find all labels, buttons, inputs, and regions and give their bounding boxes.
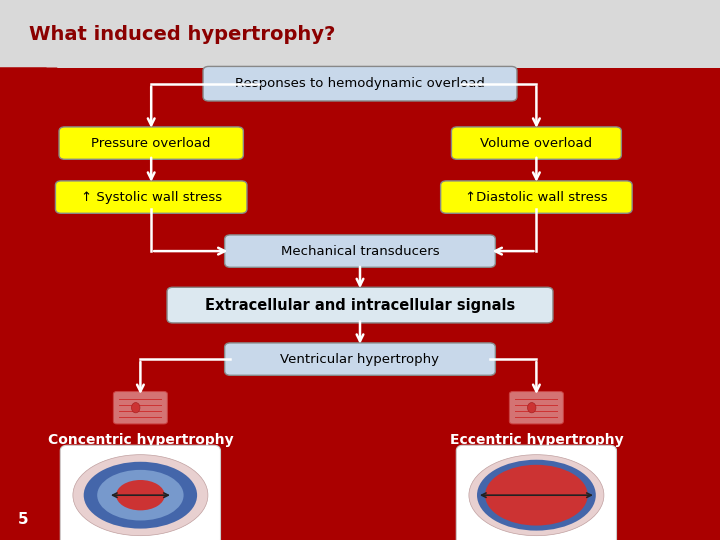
Text: Extracellular and intracellular signals: Extracellular and intracellular signals (205, 298, 515, 313)
FancyBboxPatch shape (203, 66, 517, 101)
Text: Concentric hypertrophy: Concentric hypertrophy (48, 433, 233, 447)
Text: Mechanical transducers: Mechanical transducers (281, 245, 439, 258)
FancyBboxPatch shape (451, 127, 621, 159)
FancyBboxPatch shape (441, 181, 632, 213)
Text: Responses to hemodynamic overload: Responses to hemodynamic overload (235, 77, 485, 90)
Polygon shape (0, 68, 58, 78)
Text: Ventricular hypertrophy: Ventricular hypertrophy (281, 353, 439, 366)
FancyBboxPatch shape (510, 392, 563, 424)
Ellipse shape (132, 403, 140, 413)
Text: Eccentric hypertrophy: Eccentric hypertrophy (449, 433, 624, 447)
Text: 5: 5 (18, 511, 29, 526)
Ellipse shape (485, 465, 588, 525)
Ellipse shape (73, 455, 208, 536)
FancyBboxPatch shape (225, 343, 495, 375)
FancyBboxPatch shape (456, 445, 616, 540)
Ellipse shape (116, 480, 165, 510)
FancyBboxPatch shape (167, 287, 553, 323)
Ellipse shape (84, 462, 197, 529)
FancyBboxPatch shape (225, 235, 495, 267)
FancyBboxPatch shape (59, 127, 243, 159)
FancyBboxPatch shape (114, 392, 167, 424)
Ellipse shape (469, 455, 604, 536)
Ellipse shape (528, 403, 536, 413)
Text: Pressure overload: Pressure overload (91, 137, 211, 150)
Text: Volume overload: Volume overload (480, 137, 593, 150)
FancyBboxPatch shape (0, 0, 720, 68)
Text: ↑ Systolic wall stress: ↑ Systolic wall stress (81, 191, 222, 204)
Polygon shape (0, 68, 47, 78)
Text: ↑Diastolic wall stress: ↑Diastolic wall stress (465, 191, 608, 204)
FancyBboxPatch shape (60, 445, 220, 540)
Text: What induced hypertrophy?: What induced hypertrophy? (29, 24, 336, 44)
Ellipse shape (477, 460, 596, 531)
Ellipse shape (97, 470, 184, 521)
FancyBboxPatch shape (55, 181, 247, 213)
